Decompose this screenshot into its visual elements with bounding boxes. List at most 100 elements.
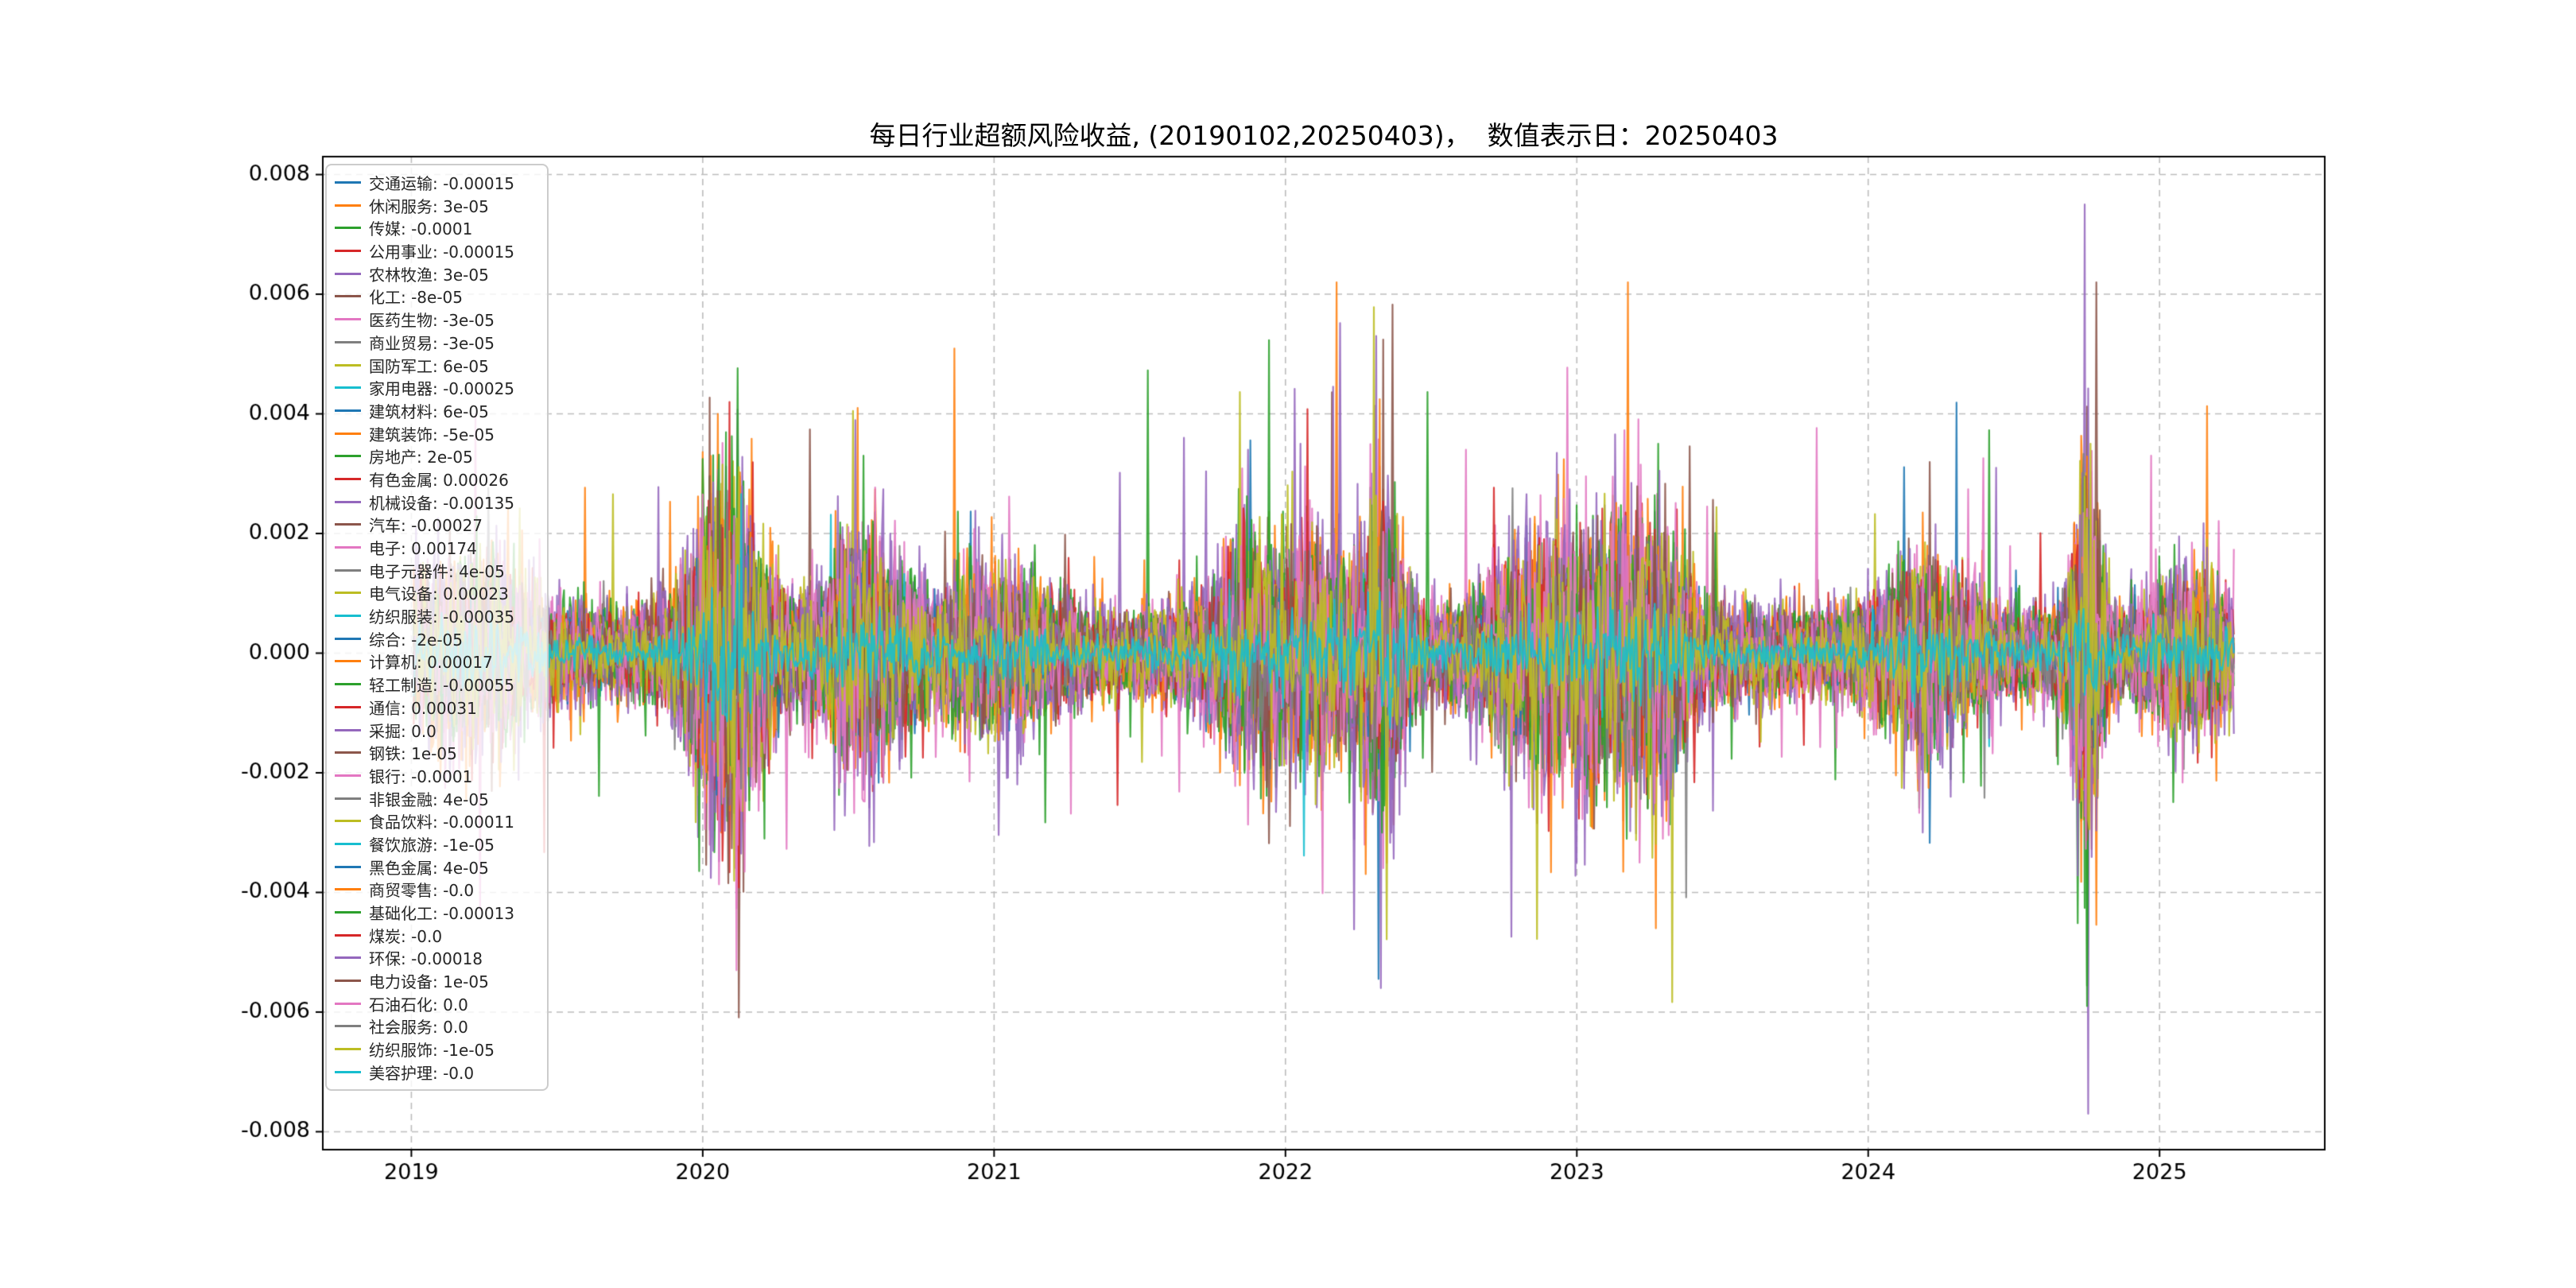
- legend-item-label: 休闲服务: 3e-05: [369, 196, 489, 216]
- legend-item: 公用事业: -0.00015: [335, 240, 547, 262]
- legend-item-label: 电子元器件: 4e-05: [369, 561, 505, 581]
- legend-line-swatch: [335, 477, 361, 480]
- legend-line-swatch: [335, 386, 361, 390]
- legend-line-swatch: [335, 774, 361, 777]
- legend-item: 有色金属: 0.00026: [335, 468, 547, 490]
- legend-line-swatch: [335, 1025, 361, 1028]
- legend-line-swatch: [335, 1002, 361, 1005]
- legend-item-label: 基础化工: -0.00013: [369, 904, 515, 923]
- legend-item: 石油石化: 0.0: [335, 993, 547, 1014]
- legend-item: 黑色金属: 4e-05: [335, 856, 547, 878]
- legend-line-swatch: [335, 295, 361, 298]
- legend-item: 汽车: -0.00027: [335, 514, 547, 535]
- legend-item: 基础化工: -0.00013: [335, 902, 547, 923]
- legend-item-label: 黑色金属: 4e-05: [369, 858, 489, 878]
- legend-item: 房地产: 2e-05: [335, 445, 547, 467]
- legend-line-swatch: [335, 956, 361, 960]
- legend-line-swatch: [335, 523, 361, 526]
- legend-line-swatch: [335, 363, 361, 367]
- legend-line-swatch: [335, 980, 361, 983]
- legend-item-label: 非银金融: 4e-05: [369, 789, 489, 809]
- legend-item: 综合: -2e-05: [335, 628, 547, 650]
- legend-item: 建筑材料: 6e-05: [335, 400, 547, 421]
- legend-line-swatch: [335, 204, 361, 207]
- legend-item: 电子元器件: 4e-05: [335, 560, 547, 581]
- legend-item-label: 农林牧渔: 3e-05: [369, 265, 489, 285]
- legend-item: 商业贸易: -3e-05: [335, 332, 547, 353]
- legend-item: 计算机: 0.00017: [335, 650, 547, 672]
- legend-item-label: 化工: -8e-05: [369, 288, 464, 308]
- legend-item: 采掘: 0.0: [335, 720, 547, 741]
- legend-item-label: 煤炭: -0.0: [369, 926, 443, 946]
- legend-line-swatch: [335, 409, 361, 412]
- legend-item-label: 采掘: 0.0: [369, 721, 436, 741]
- legend-item: 农林牧渔: 3e-05: [335, 263, 547, 285]
- legend-item: 纺织服装: -0.00035: [335, 605, 547, 627]
- legend-item: 社会服务: 0.0: [335, 1015, 547, 1037]
- legend-item-label: 食品饮料: -0.00011: [369, 813, 515, 832]
- legend-line-swatch: [335, 660, 361, 663]
- legend-item: 纺织服饰: -1e-05: [335, 1038, 547, 1060]
- legend-line-swatch: [335, 842, 361, 845]
- legend-line-swatch: [335, 546, 361, 549]
- legend-line-swatch: [335, 1070, 361, 1073]
- legend-item-label: 综合: -2e-05: [369, 630, 464, 650]
- legend-line-swatch: [335, 318, 361, 321]
- legend-item-label: 国防军工: 6e-05: [369, 356, 489, 376]
- legend-item-label: 电力设备: 1e-05: [369, 972, 489, 992]
- legend-line-swatch: [335, 272, 361, 275]
- legend-line-swatch: [335, 500, 361, 503]
- legend-item-label: 机械设备: -0.00135: [369, 493, 515, 513]
- legend-item-label: 建筑材料: 6e-05: [369, 402, 489, 421]
- legend-item: 环保: -0.00018: [335, 947, 547, 968]
- legend-item-label: 钢铁: 1e-05: [369, 744, 457, 764]
- legend-item: 休闲服务: 3e-05: [335, 195, 547, 216]
- legend-item: 家用电器: -0.00025: [335, 377, 547, 398]
- legend-item: 建筑装饰: -5e-05: [335, 423, 547, 444]
- legend-item-label: 电气设备: 0.00023: [369, 584, 509, 604]
- legend-item: 餐饮旅游: -1e-05: [335, 833, 547, 855]
- legend-line-swatch: [335, 181, 361, 184]
- legend-item: 化工: -8e-05: [335, 285, 547, 307]
- legend-line-swatch: [335, 432, 361, 435]
- legend-item-label: 计算机: 0.00017: [369, 653, 493, 673]
- legend-item-label: 环保: -0.00018: [369, 949, 483, 969]
- legend-line-swatch: [335, 592, 361, 595]
- legend-item: 煤炭: -0.0: [335, 925, 547, 946]
- legend-item: 食品饮料: -0.00011: [335, 810, 547, 832]
- legend-line-swatch: [335, 250, 361, 253]
- legend-line-swatch: [335, 615, 361, 618]
- legend-item: 商贸零售: -0.0: [335, 879, 547, 900]
- legend-item-label: 汽车: -0.00027: [369, 516, 483, 536]
- legend-line-swatch: [335, 751, 361, 755]
- legend-item: 医药生物: -3e-05: [335, 308, 547, 330]
- chart-legend: 交通运输: -0.00015 休闲服务: 3e-05 传媒: -0.0001 公用事业…: [325, 164, 549, 1091]
- legend-item: 电力设备: 1e-05: [335, 970, 547, 991]
- legend-item: 通信: 0.00031: [335, 696, 547, 718]
- legend-line-swatch: [335, 705, 361, 708]
- legend-item-label: 石油石化: 0.0: [369, 995, 468, 1014]
- legend-item-label: 银行: -0.0001: [369, 766, 473, 786]
- legend-line-swatch: [335, 568, 361, 572]
- legend-item-label: 传媒: -0.0001: [369, 219, 473, 239]
- legend-item-label: 电子: 0.00174: [369, 539, 477, 558]
- legend-item-label: 餐饮旅游: -1e-05: [369, 835, 495, 855]
- legend-item: 美容护理: -0.0: [335, 1061, 547, 1083]
- legend-line-swatch: [335, 683, 361, 686]
- legend-item: 电子: 0.00174: [335, 537, 547, 558]
- legend-item: 交通运输: -0.00015: [335, 172, 547, 193]
- legend-item-label: 社会服务: 0.0: [369, 1018, 468, 1038]
- legend-item-label: 公用事业: -0.00015: [369, 242, 515, 262]
- legend-line-swatch: [335, 865, 361, 868]
- legend-line-swatch: [335, 227, 361, 230]
- legend-item: 钢铁: 1e-05: [335, 742, 547, 763]
- legend-line-swatch: [335, 455, 361, 458]
- legend-line-swatch: [335, 637, 361, 640]
- legend-item-label: 商贸零售: -0.0: [369, 881, 475, 901]
- legend-item-label: 轻工制造: -0.00055: [369, 676, 515, 696]
- legend-line-swatch: [335, 888, 361, 891]
- legend-item-label: 交通运输: -0.00015: [369, 174, 515, 193]
- legend-item-label: 医药生物: -3e-05: [369, 311, 495, 331]
